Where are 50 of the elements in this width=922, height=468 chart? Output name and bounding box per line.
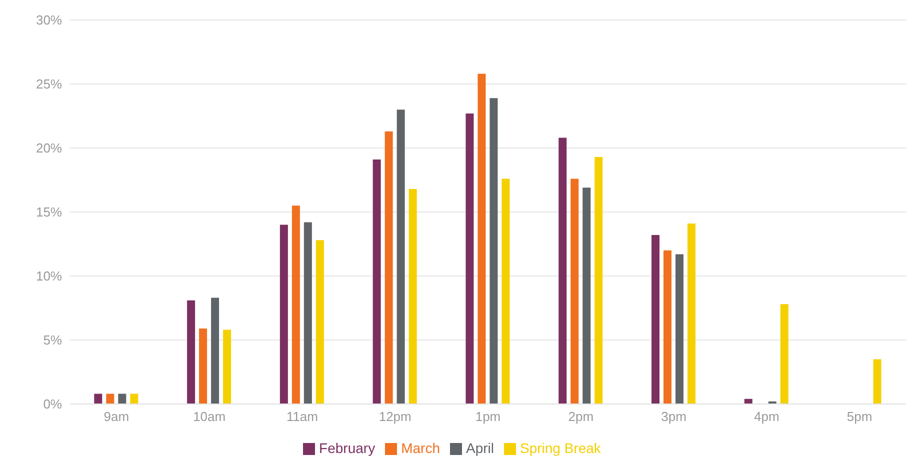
bar — [223, 330, 232, 404]
x-tick-label: 12pm — [378, 409, 412, 424]
bar — [199, 328, 208, 404]
x-tick-label: 9am — [104, 409, 130, 424]
legend-label: March — [401, 440, 440, 456]
bar — [384, 131, 393, 404]
bar — [675, 254, 684, 404]
legend-label: February — [319, 440, 376, 456]
x-tick-label: 5pm — [846, 409, 872, 424]
bar — [651, 235, 660, 404]
bar — [280, 224, 288, 404]
bar — [663, 250, 672, 404]
bar — [292, 206, 300, 404]
bar — [304, 222, 312, 404]
bar — [558, 138, 567, 404]
x-tick-label: 1pm — [475, 409, 501, 424]
x-tick-label: 2pm — [568, 409, 594, 424]
x-tick-label: 10am — [193, 409, 226, 424]
x-tick-label: 11am — [286, 409, 318, 424]
y-tick-label: 25% — [36, 76, 62, 92]
bar — [408, 188, 417, 404]
bar — [187, 300, 196, 404]
bar — [478, 74, 486, 404]
y-tick-label: 10% — [36, 268, 62, 284]
bar — [582, 188, 591, 404]
bar — [502, 178, 510, 404]
y-tick-label: 15% — [36, 204, 62, 220]
bar — [372, 160, 381, 404]
bar — [396, 110, 405, 404]
bar — [466, 113, 474, 404]
legend-label: April — [466, 440, 494, 456]
bar — [211, 298, 220, 404]
y-tick-label: 5% — [43, 332, 62, 348]
x-tick-label: 4pm — [754, 409, 780, 424]
legend-label: Spring Break — [520, 440, 601, 456]
y-tick-label: 20% — [36, 140, 62, 156]
x-tick-label: 3pm — [661, 409, 686, 424]
bar — [118, 394, 126, 404]
y-tick-label: 30% — [36, 12, 62, 28]
bar — [873, 359, 882, 404]
y-tick-label: 0% — [43, 396, 62, 412]
bar — [316, 240, 324, 404]
bar — [594, 156, 603, 404]
bar — [490, 98, 498, 404]
bar — [130, 394, 138, 404]
bar — [94, 394, 102, 404]
bar — [687, 224, 696, 404]
bar — [106, 394, 114, 404]
bar — [570, 178, 579, 404]
bar — [780, 304, 788, 404]
